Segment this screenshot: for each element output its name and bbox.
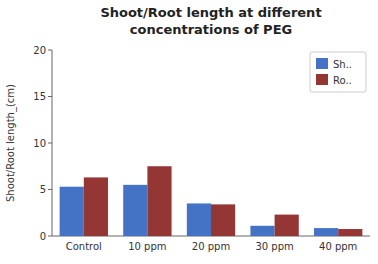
subtitle: concentrations of PEG bbox=[130, 22, 292, 37]
legend: Sh.. Ro.. bbox=[310, 52, 366, 92]
y-tick bbox=[48, 96, 52, 97]
y-tick bbox=[48, 236, 52, 237]
x-tick-label: 10 ppm bbox=[128, 241, 166, 252]
bar bbox=[211, 204, 235, 236]
y-tick-label: 0 bbox=[40, 231, 46, 242]
legend-swatch bbox=[316, 74, 328, 85]
title: Shoot/Root length at different bbox=[100, 5, 321, 20]
bar bbox=[84, 177, 108, 236]
bar bbox=[60, 187, 84, 236]
y-axis-line bbox=[52, 50, 53, 236]
y-tick-label: 20 bbox=[33, 45, 46, 56]
legend-swatch bbox=[316, 58, 328, 69]
chart: Shoot/Root length at different concentrat… bbox=[0, 0, 378, 264]
bar bbox=[250, 226, 274, 236]
chart-container: Shoot/Root length at different concentrat… bbox=[0, 0, 378, 264]
bar bbox=[123, 185, 147, 236]
bar bbox=[338, 229, 362, 236]
bar bbox=[147, 166, 171, 236]
legend-label: Sh.. bbox=[333, 59, 352, 70]
y-tick bbox=[48, 143, 52, 144]
y-tick bbox=[48, 50, 52, 51]
bar bbox=[187, 203, 211, 236]
bars bbox=[60, 166, 363, 236]
y-tick-label: 10 bbox=[33, 138, 46, 149]
y-tick bbox=[48, 189, 52, 190]
y-tick-label: 15 bbox=[33, 91, 46, 102]
bar bbox=[314, 228, 338, 236]
legend-label: Ro.. bbox=[333, 75, 352, 86]
x-tick-label: Control bbox=[66, 241, 102, 252]
y-tick-label: 5 bbox=[40, 184, 46, 195]
x-tick-label: 20 ppm bbox=[192, 241, 230, 252]
legend-box bbox=[310, 52, 366, 92]
y-axis-label: Shoot/Root length_(cm) bbox=[5, 84, 17, 202]
bar bbox=[275, 215, 299, 236]
x-tick-label: 40 ppm bbox=[319, 241, 357, 252]
y-axis: 0 5 10 15 20 bbox=[33, 45, 52, 242]
x-tick-label: 30 ppm bbox=[255, 241, 293, 252]
